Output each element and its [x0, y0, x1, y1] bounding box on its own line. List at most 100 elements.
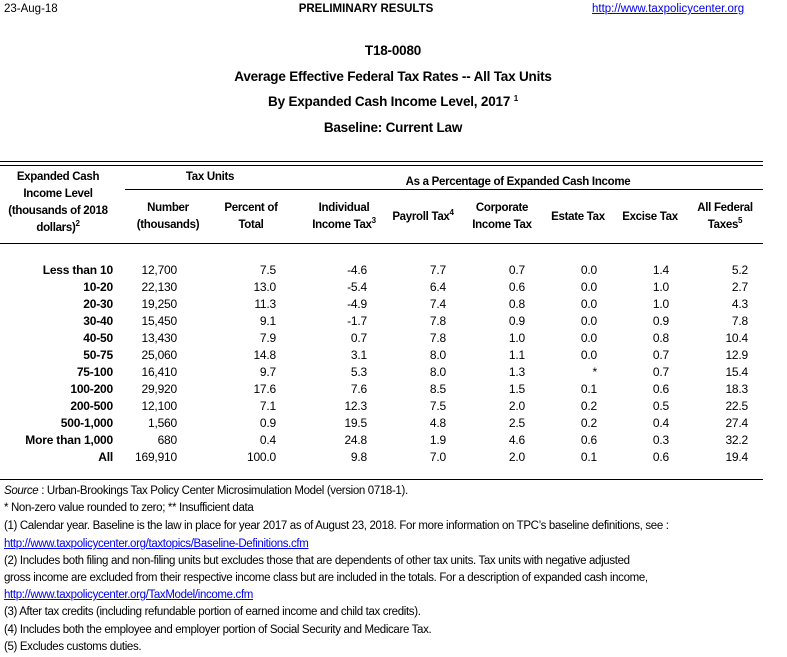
cell-payroll-tax: 7.8	[429, 331, 446, 345]
cell-percent-of-total: 17.6	[253, 382, 276, 396]
group-header-rule	[125, 189, 763, 190]
cell-percent-of-total: 7.1	[259, 399, 276, 413]
cell-excise-tax: 0.5	[652, 399, 669, 413]
table-row: 75-100 16,410 9.7 5.3 8.0 1.3 * 0.7 15.4	[0, 365, 763, 382]
footnote-4: (4) Includes both the employee and emplo…	[4, 624, 432, 636]
cell-estate-tax: 0.2	[580, 416, 597, 430]
cell-all-federal-taxes: 10.4	[725, 331, 748, 345]
cell-payroll-tax: 8.0	[429, 348, 446, 362]
cell-payroll-tax: 7.4	[429, 297, 446, 311]
cell-corporate-income-tax: 0.6	[508, 280, 525, 294]
source-label: Source	[4, 485, 39, 497]
header-line: Total	[238, 219, 264, 231]
cell-individual-income-tax: 3.1	[350, 348, 367, 362]
cell-individual-income-tax: -1.7	[347, 314, 367, 328]
cell-percent-of-total: 13.0	[253, 280, 276, 294]
footnote-3: (3) After tax credits (including refunda…	[4, 606, 421, 618]
cell-estate-tax: 0.0	[580, 314, 597, 328]
header-line: dollars)2	[8, 220, 107, 237]
table-row: 20-30 19,250 11.3 -4.9 7.4 0.8 0.0 1.0 4.3	[0, 297, 763, 314]
title-line-3: Baseline: Current Law	[323, 120, 463, 135]
cell-payroll-tax: 1.9	[429, 433, 446, 447]
cell-individual-income-tax: 9.8	[350, 450, 367, 464]
table-top-rule-2	[0, 165, 763, 166]
cell-corporate-income-tax: 0.9	[508, 314, 525, 328]
cell-corporate-income-tax: 1.0	[508, 331, 525, 345]
cell-number: 169,910	[135, 450, 177, 464]
header-line: Corporate	[475, 202, 529, 214]
footnote-ref: 2	[75, 219, 80, 228]
cell-payroll-tax: 8.0	[429, 365, 446, 379]
cell-corporate-income-tax: 2.5	[508, 416, 525, 430]
table-row: 100-200 29,920 17.6 7.6 8.5 1.5 0.1 0.6 18.3	[0, 382, 763, 399]
cell-number: 16,410	[141, 365, 177, 379]
cell-income-level: More than 1,000	[25, 433, 113, 447]
header-payroll: Payroll Tax4	[392, 209, 454, 226]
footnote-ref: 1	[513, 94, 518, 103]
table-row: 200-500 12,100 7.1 12.3 7.5 2.0 0.2 0.5 22.5	[0, 399, 763, 416]
cell-income-level: 200-500	[70, 399, 113, 413]
cell-payroll-tax: 7.5	[429, 399, 446, 413]
cell-number: 19,250	[141, 297, 177, 311]
cell-corporate-income-tax: 1.5	[508, 382, 525, 396]
income-definition-link[interactable]: http://www.taxpolicycenter.org/TaxModel/…	[4, 589, 254, 601]
cell-all-federal-taxes: 32.2	[725, 433, 748, 447]
cell-income-level: 30-40	[83, 314, 113, 328]
header-bottom-rule	[0, 243, 763, 244]
title-line-1: Average Effective Federal Tax Rates -- A…	[234, 69, 552, 84]
cell-income-level: Less than 10	[42, 263, 114, 277]
cell-all-federal-taxes: 22.5	[725, 399, 748, 413]
header-line: Income Tax	[472, 219, 532, 231]
cell-payroll-tax: 7.7	[429, 263, 446, 277]
header-line: (thousands of 2018	[8, 205, 108, 217]
cell-percent-of-total: 14.8	[253, 348, 276, 362]
cell-corporate-income-tax: 2.0	[508, 450, 525, 464]
table-row: More than 1,000 680 0.4 24.8 1.9 4.6 0.6 0.3 32.…	[0, 433, 763, 450]
cell-estate-tax: 0.1	[580, 382, 597, 396]
cell-excise-tax: 1.0	[652, 297, 669, 311]
header-individual: Individual Income Tax3	[312, 200, 376, 234]
table-row: 40-50 13,430 7.9 0.7 7.8 1.0 0.0 0.8 10.4	[0, 331, 763, 348]
header-line: Income Tax3	[312, 217, 376, 234]
cell-corporate-income-tax: 4.6	[508, 433, 525, 447]
cell-corporate-income-tax: 0.7	[508, 263, 525, 277]
cell-corporate-income-tax: 1.1	[508, 348, 525, 362]
cell-excise-tax: 1.4	[652, 263, 669, 277]
cell-estate-tax: 0.2	[580, 399, 597, 413]
cell-excise-tax: 0.3	[652, 433, 669, 447]
cell-percent-of-total: 7.9	[259, 331, 276, 345]
header-line: All Federal	[697, 202, 753, 214]
cell-excise-tax: 0.8	[652, 331, 669, 345]
cell-all-federal-taxes: 12.9	[725, 348, 748, 362]
table-row: 30-40 15,450 9.1 -1.7 7.8 0.9 0.0 0.9 7.8	[0, 314, 763, 331]
table-id: T18-0080	[364, 43, 422, 58]
header-tax-units: Tax Units	[185, 171, 235, 183]
cell-individual-income-tax: 24.8	[344, 433, 367, 447]
cell-estate-tax: 0.0	[580, 297, 597, 311]
baseline-definitions-link[interactable]: http://www.taxpolicycenter.org/taxtopics…	[4, 538, 309, 550]
cell-payroll-tax: 7.0	[429, 450, 446, 464]
cell-payroll-tax: 7.8	[429, 314, 446, 328]
cell-all-federal-taxes: 7.8	[731, 314, 748, 328]
header-line: Percent of	[224, 202, 278, 214]
cell-number: 1,560	[147, 416, 177, 430]
cell-estate-tax: 0.1	[580, 450, 597, 464]
cell-all-federal-taxes: 4.3	[731, 297, 748, 311]
cell-all-federal-taxes: 18.3	[725, 382, 748, 396]
cell-excise-tax: 0.7	[652, 365, 669, 379]
tpc-website-link[interactable]: http://www.taxpolicycenter.org	[592, 3, 745, 15]
source-text: : Urban-Brookings Tax Policy Center Micr…	[38, 485, 408, 497]
table-row: All 169,910 100.0 9.8 7.0 2.0 0.1 0.6 19.4	[0, 450, 763, 467]
title-line-2-text: By Expanded Cash Income Level, 2017	[268, 94, 511, 109]
star-note: * Non-zero value rounded to zero; ** Ins…	[4, 502, 254, 514]
cell-number: 12,100	[141, 399, 177, 413]
cell-all-federal-taxes: 5.2	[731, 263, 748, 277]
cell-individual-income-tax: 19.5	[344, 416, 367, 430]
table-row: 500-1,000 1,560 0.9 19.5 4.8 2.5 0.2 0.4 27.4	[0, 416, 763, 433]
cell-individual-income-tax: 12.3	[344, 399, 367, 413]
header-line: (thousands)	[136, 219, 200, 231]
cell-percent-of-total: 9.7	[259, 365, 276, 379]
cell-excise-tax: 0.6	[652, 450, 669, 464]
cell-number: 680	[157, 433, 178, 447]
footnote-2a: (2) Includes both filing and non-filing …	[4, 555, 630, 567]
